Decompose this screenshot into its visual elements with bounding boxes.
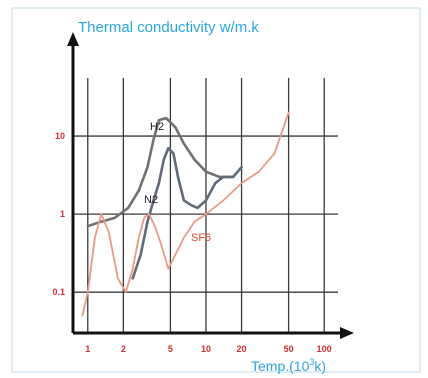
x-axis-label: Temp.(103k) [251, 357, 326, 374]
x-tick-label: 50 [284, 344, 294, 354]
axes [67, 32, 354, 339]
series-label-sf6: SF6 [191, 232, 211, 244]
x-tick-labels: 1 2 5 10 20 50 100 [85, 344, 331, 354]
y-axis-arrow-icon [67, 32, 79, 46]
series-label-n2: N2 [144, 194, 158, 206]
series-line-sf6 [81, 111, 290, 317]
x-axis-label-main: Temp.(10 [251, 358, 310, 374]
y-tick-label: 0.1 [52, 287, 65, 297]
frame [11, 7, 421, 373]
x-axis-label-suffix: k) [314, 358, 326, 374]
x-tick-label: 100 [317, 344, 332, 354]
series-line-n2 [131, 146, 243, 280]
y-tick-labels: 0.1 1 10 [52, 131, 65, 297]
gridlines [73, 78, 338, 333]
series-group [81, 111, 290, 317]
chart-title: Thermal conductivity w/m.k [78, 19, 259, 36]
x-tick-label: 1 [85, 344, 90, 354]
x-tick-label: 10 [201, 344, 211, 354]
x-axis-label-exponent: 3 [309, 357, 314, 367]
x-axis-arrow-icon [340, 327, 354, 339]
series-label-h2: H2 [150, 121, 164, 133]
x-tick-label: 20 [237, 344, 247, 354]
series-line-h2 [86, 116, 232, 228]
x-tick-label: 5 [168, 344, 173, 354]
x-tick-label: 2 [121, 344, 126, 354]
y-tick-label: 1 [60, 209, 65, 219]
series-labels: H2 N2 SF6 [144, 121, 211, 244]
y-tick-label: 10 [55, 131, 65, 141]
